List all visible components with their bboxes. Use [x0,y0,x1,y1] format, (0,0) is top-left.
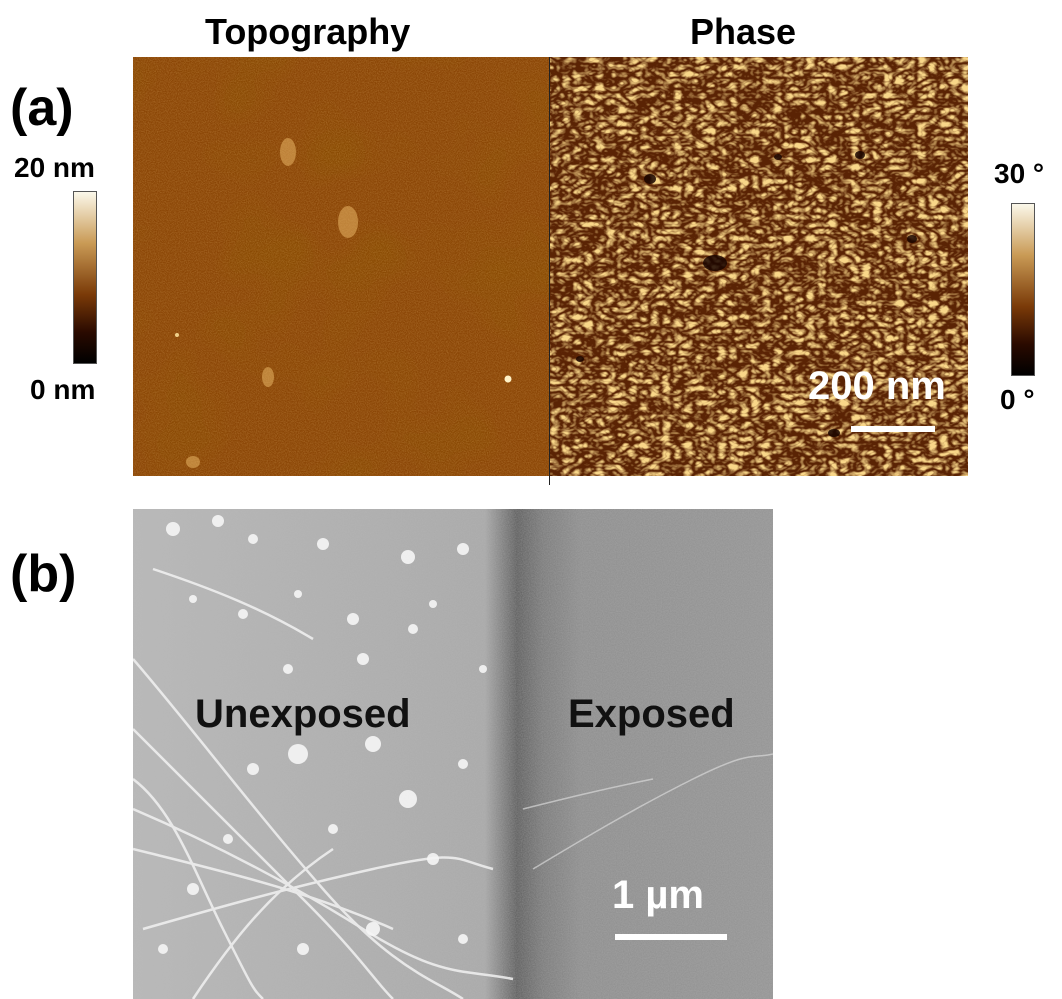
sem-image [133,509,773,999]
panel-b-label: (b) [10,545,77,603]
topography-colorbar [73,191,97,364]
panel-a-label: (a) [10,79,74,137]
topography-afm-image [133,57,550,476]
panel-a-divider [549,57,550,485]
phase-colorbar-min-label: 0 ° [1000,384,1035,415]
exposed-label: Exposed [568,692,735,736]
phase-colorbar-max-label: 30 ° [994,158,1045,189]
phase-scale-bar [851,426,935,432]
topography-title: Topography [205,11,411,52]
phase-afm-image [550,57,968,476]
phase-colorbar [1011,203,1035,376]
unexposed-label: Unexposed [195,692,411,736]
sem-scale-bar-label: 1 µm [612,873,704,917]
phase-scale-bar-label: 200 nm [808,364,946,408]
phase-title: Phase [690,11,797,52]
topography-colorbar-max-label: 20 nm [14,152,95,183]
sem-scale-bar [615,934,727,940]
topography-colorbar-min-label: 0 nm [30,374,96,405]
